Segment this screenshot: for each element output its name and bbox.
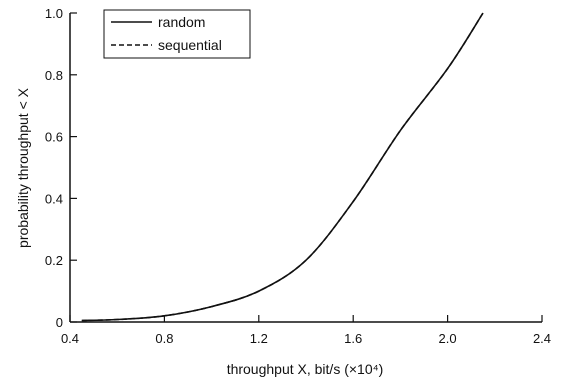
y-axis-title: probability throughput < X bbox=[15, 87, 31, 248]
series-line-random bbox=[81, 12, 484, 322]
y-tick-label: 1.0 bbox=[45, 6, 63, 21]
x-tick-label: 2.4 bbox=[533, 331, 551, 346]
x-tick-label: 0.4 bbox=[61, 331, 79, 346]
x-tick-label: 0.8 bbox=[155, 331, 173, 346]
x-axis-title: throughput X, bit/s (×10⁴) bbox=[227, 361, 384, 377]
plot-area: 0.4 0.8 1.2 1.6 2.0 2.4 0 0.2 0.4 0.6 0.8 1.0 bbox=[45, 6, 551, 346]
x-tick-label: 1.6 bbox=[344, 331, 362, 346]
y-tick-label: 0.4 bbox=[45, 191, 63, 206]
legend: random sequential bbox=[103, 9, 251, 59]
legend-label-random: random bbox=[158, 14, 205, 30]
x-tick-label: 2.0 bbox=[439, 331, 457, 346]
y-tick-label: 0.6 bbox=[45, 130, 63, 145]
y-ticks: 0 0.2 0.4 0.6 0.8 1.0 bbox=[45, 6, 77, 330]
y-tick-label: 0.2 bbox=[45, 253, 63, 268]
series-layer bbox=[81, 12, 484, 322]
legend-label-sequential: sequential bbox=[158, 37, 222, 53]
y-tick-label: 0.8 bbox=[45, 68, 63, 83]
legend-box bbox=[103, 9, 251, 59]
x-ticks: 0.4 0.8 1.2 1.6 2.0 2.4 bbox=[61, 315, 551, 346]
x-tick-label: 1.2 bbox=[250, 331, 268, 346]
y-tick-label: 0 bbox=[56, 315, 63, 330]
series-line-sequential bbox=[81, 12, 484, 322]
